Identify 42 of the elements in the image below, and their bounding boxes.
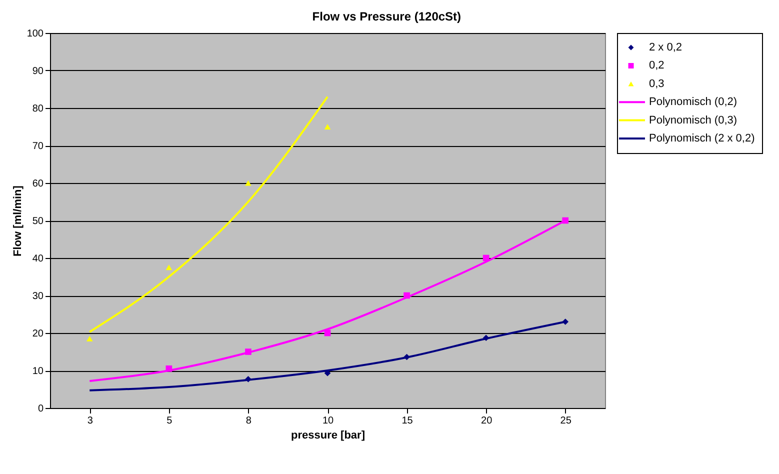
x-tick-label: 10 bbox=[322, 416, 334, 426]
x-tick-label: 15 bbox=[402, 416, 414, 426]
y-axis-title: Flow [ml/min] bbox=[12, 185, 24, 256]
y-tick-label: 100 bbox=[26, 28, 44, 40]
legend-label: Polynomisch (0,3) bbox=[649, 114, 738, 126]
x-tick-label: 5 bbox=[166, 416, 173, 426]
legend-label: 2 x 0,2 bbox=[649, 42, 682, 54]
x-axis-title: pressure [bar] bbox=[291, 430, 366, 442]
point bbox=[245, 376, 252, 382]
y-tick-label: 30 bbox=[32, 291, 44, 302]
point bbox=[166, 365, 172, 372]
point bbox=[86, 336, 93, 342]
legend-label: 0,3 bbox=[649, 78, 664, 90]
x-tick-label: 20 bbox=[481, 416, 493, 426]
point bbox=[324, 330, 331, 336]
y-tick-label: 40 bbox=[32, 254, 44, 264]
point bbox=[324, 124, 331, 130]
line-series bbox=[88, 96, 328, 333]
legend-label: 0,2 bbox=[649, 60, 664, 72]
chart-title: Flow vs Pressure (120cSt) bbox=[312, 10, 462, 24]
y-tick-label: 20 bbox=[32, 328, 44, 340]
legend-label: Polynomisch (2 x 0,2) bbox=[649, 132, 755, 144]
point bbox=[482, 334, 490, 342]
x-tick-label: 25 bbox=[560, 416, 572, 426]
y-tick-label: 10 bbox=[32, 366, 44, 377]
y-tick-label: 80 bbox=[32, 104, 44, 114]
y-tick-label: 0 bbox=[38, 404, 44, 414]
x-tick-label: 8 bbox=[246, 416, 252, 426]
legend-label: Polynomisch (0,2) bbox=[649, 96, 738, 108]
y-tick-label: 70 bbox=[32, 141, 44, 152]
x-tick-label: 3 bbox=[87, 416, 94, 426]
point bbox=[166, 264, 172, 270]
y-tick-label: 50 bbox=[32, 216, 44, 227]
point bbox=[245, 348, 252, 355]
point bbox=[404, 292, 410, 299]
point bbox=[404, 354, 410, 360]
y-tick-label: 60 bbox=[32, 178, 44, 190]
point bbox=[562, 318, 569, 325]
y-tick-label: 90 bbox=[32, 66, 44, 77]
point bbox=[562, 217, 569, 224]
point bbox=[245, 180, 252, 186]
point bbox=[482, 254, 490, 262]
